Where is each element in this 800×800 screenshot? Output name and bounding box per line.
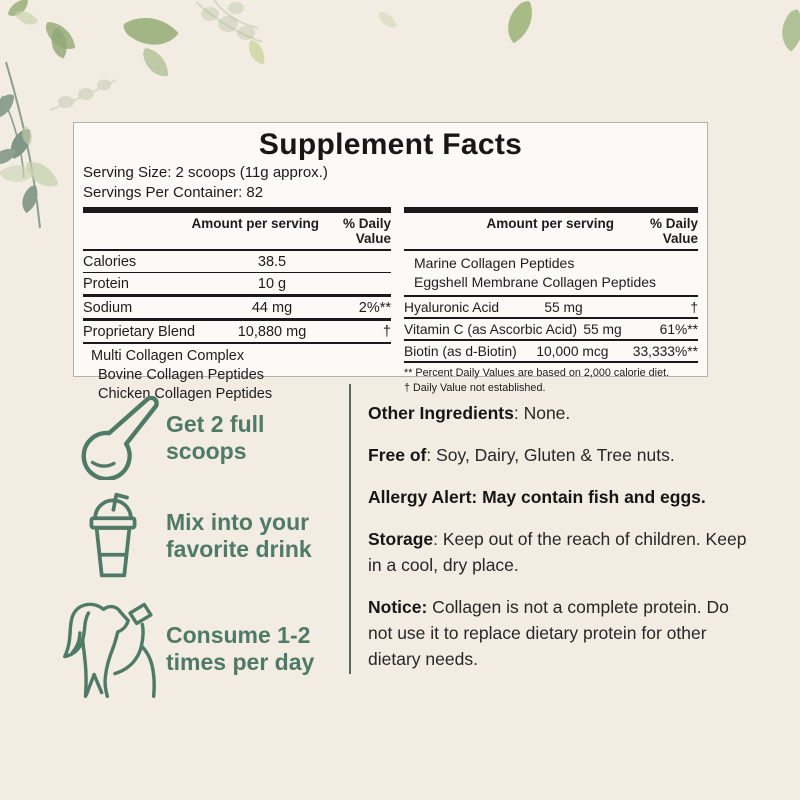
instruction-scoops: Get 2 full scoops [60,396,362,480]
vertical-divider [349,384,351,674]
instruction-label: Get 2 full scoops [166,411,265,464]
header-amount-per-serving: Amount per serving [486,216,614,231]
scoop-icon [60,396,166,480]
instruction-consume: Consume 1-2 times per day [60,598,362,700]
info-storage: Storage: Keep out of the reach of childr… [368,529,747,575]
facts-row-hyaluronic-acid: Hyaluronic Acid 55 mg † [404,297,698,319]
sub-item: Multi Collagen Complex [91,348,245,364]
instruction-label: Mix into your favorite drink [166,509,312,562]
ingredient-line: Eggshell Membrane Collagen Peptides [414,274,657,290]
facts-row-biotin: Biotin (as d-Biotin) 10,000 mcg 33,333%*… [404,341,698,363]
info-free-of: Free of: Soy, Dairy, Gluten & Tree nuts. [368,445,675,465]
ingredient-line: Marine Collagen Peptides [414,255,575,271]
serving-size: Serving Size: 2 scoops (11g approx.) [83,164,328,181]
facts-row-vitamin-c: Vitamin C (as Ascorbic Acid) 55 mg 61%** [404,319,698,341]
instruction-mix: Mix into your favorite drink [60,488,362,584]
facts-row-proprietary-blend: Proprietary Blend 10,880 mg † [83,321,391,344]
facts-column-left: Amount per serving % Daily Value Calorie… [83,207,391,406]
person-drinking-icon [60,598,166,700]
footnote-not-established: † Daily Value not established. [404,382,546,394]
instruction-label: Consume 1-2 times per day [166,622,315,675]
collagen-ingredient-lines: Marine Collagen Peptides Eggshell Membra… [404,251,698,297]
facts-title: Supplement Facts [258,128,523,161]
info-block: Other Ingredients: None. Free of: Soy, D… [368,400,748,688]
sub-item: Chicken Collagen Peptides [98,386,273,402]
header-amount-per-serving: Amount per serving [191,216,319,231]
facts-column-right: Amount per serving % Daily Value Marine … [404,207,698,406]
info-notice: Notice: Collagen is not a complete prote… [368,597,729,669]
sub-item: Bovine Collagen Peptides [98,367,265,383]
facts-columns: Amount per serving % Daily Value Calorie… [83,207,698,406]
column-header-right: Amount per serving % Daily Value [404,213,698,251]
facts-row-sodium: Sodium 44 mg 2%** [83,297,391,321]
info-other-ingredients: Other Ingredients: None. [368,403,571,423]
footnote-daily-values: ** Percent Daily Values are based on 2,0… [404,367,670,379]
header-daily-value: % Daily Value [342,216,391,246]
facts-row-calories: Calories 38.5 [83,251,391,273]
proprietary-blend-sub-items: Multi Collagen Complex Bovine Collagen P… [83,344,391,406]
thick-rule [404,207,698,213]
thick-rule [83,207,391,213]
drink-cup-icon [60,488,166,584]
column-header-left: Amount per serving % Daily Value [83,213,391,251]
servings-per-container: Servings Per Container: 82 [83,183,264,201]
info-allergy-alert: Allergy Alert: May contain fish and eggs… [368,487,706,507]
facts-row-protein: Protein 10 g [83,273,391,297]
header-daily-value: % Daily Value [649,216,698,246]
facts-footnotes: ** Percent Daily Values are based on 2,0… [404,363,698,396]
supplement-facts-panel: Supplement Facts Serving Size: 2 scoops … [73,122,708,402]
